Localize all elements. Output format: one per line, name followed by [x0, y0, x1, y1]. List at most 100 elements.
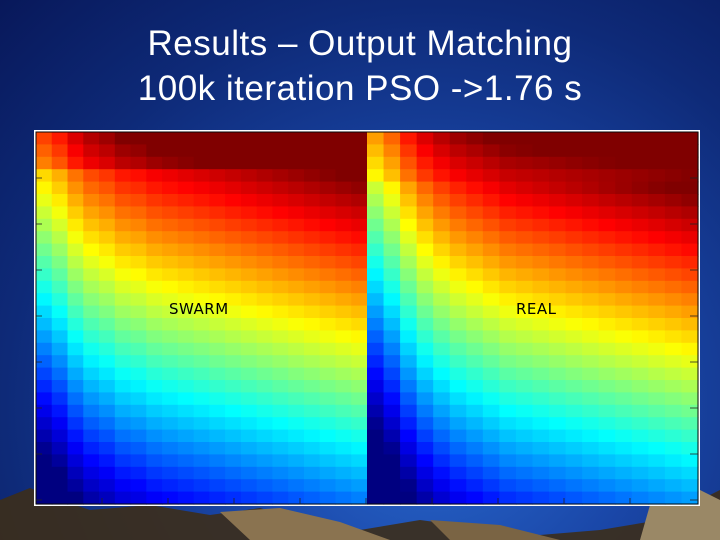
heat-cell [648, 156, 666, 170]
heat-cell [466, 243, 484, 257]
heat-cell [499, 355, 517, 369]
heat-cell [615, 218, 633, 232]
heat-cell [319, 132, 337, 145]
heat-cell [648, 342, 666, 356]
heat-cell [130, 169, 147, 183]
heat-cell [303, 305, 321, 319]
heat-cell [532, 144, 550, 158]
heat-cell [193, 256, 210, 269]
heat-cell [482, 342, 500, 356]
heat-cell [272, 156, 289, 170]
heat-cell [466, 367, 484, 381]
heat-cell [177, 454, 195, 468]
heat-cell [288, 442, 305, 455]
heat-cell [615, 156, 633, 170]
heat-cell [240, 355, 258, 369]
heat-cell [272, 169, 289, 183]
heat-cell [146, 330, 163, 344]
heat-cell [335, 231, 352, 245]
heat-cell [383, 280, 401, 294]
heat-cell [225, 268, 242, 282]
heat-cell [400, 330, 418, 344]
heat-cell [615, 442, 633, 455]
heat-cell [383, 231, 401, 245]
heat-cell [400, 442, 418, 455]
heat-cell [335, 392, 352, 406]
heat-cell [648, 231, 666, 245]
heat-cell [351, 218, 368, 232]
heat-cell [51, 417, 69, 431]
heat-cell [631, 280, 649, 294]
heat-cell [631, 442, 649, 455]
heat-cell [615, 318, 633, 331]
heat-cell [416, 293, 434, 307]
heat-cell [549, 206, 567, 220]
heat-cell [130, 156, 147, 170]
heat-cell [319, 454, 337, 468]
heat-cell [335, 429, 352, 443]
heat-cell [565, 144, 583, 158]
heat-cell [466, 380, 484, 393]
heat-cell [565, 404, 583, 418]
heat-cell [482, 206, 500, 220]
heat-cell [367, 268, 385, 282]
heat-cell [400, 256, 418, 269]
heat-cell [681, 442, 699, 455]
heat-cell [351, 268, 368, 282]
heat-cell [631, 404, 649, 418]
heat-cell [400, 454, 418, 468]
heat-cell [193, 454, 210, 468]
heat-cell [499, 293, 517, 307]
heat-cell [615, 454, 633, 468]
heat-cell [664, 442, 683, 455]
heat-cell [114, 256, 132, 269]
heat-cell [631, 206, 649, 220]
heat-cell [99, 318, 116, 331]
heat-cell [482, 243, 500, 257]
heat-cell [549, 404, 567, 418]
heat-cell [319, 367, 337, 381]
heat-cell [83, 429, 100, 443]
heat-cell [256, 404, 274, 418]
heat-cell [549, 144, 567, 158]
heat-cell [400, 380, 418, 393]
heat-cell [598, 466, 616, 480]
heat-cell [351, 169, 368, 183]
heat-cell [272, 404, 289, 418]
heat-cell [383, 491, 401, 505]
heat-cell [288, 169, 305, 183]
heat-cell [466, 181, 484, 195]
heat-cell [99, 355, 116, 369]
heat-cell [319, 206, 337, 220]
heat-cell [648, 429, 666, 443]
heat-cell [383, 342, 401, 356]
heat-cell [549, 330, 567, 344]
heat-cell [335, 144, 352, 158]
heat-cell [51, 218, 69, 232]
heat-cell [449, 268, 467, 282]
heat-cell [631, 417, 649, 431]
heat-cell [99, 218, 116, 232]
heat-cell [51, 132, 69, 145]
heat-cell [449, 429, 467, 443]
heat-cell [225, 169, 242, 183]
heat-cell [367, 293, 385, 307]
heat-cell [482, 305, 500, 319]
heat-cell [303, 206, 321, 220]
heat-cell [256, 342, 274, 356]
heat-cell [383, 144, 401, 158]
heat-cell [114, 231, 132, 245]
heat-cell [67, 318, 84, 331]
heat-cell [272, 194, 289, 207]
heat-cell [664, 293, 683, 307]
heat-cell [51, 429, 69, 443]
heat-cell [51, 491, 69, 505]
heat-cell [466, 218, 484, 232]
heat-cell [256, 380, 274, 393]
heat-cell [664, 479, 683, 493]
heat-cell [99, 392, 116, 406]
heat-cell [466, 156, 484, 170]
heat-cell [351, 342, 368, 356]
heat-cell [335, 417, 352, 431]
heat-cell [240, 243, 258, 257]
